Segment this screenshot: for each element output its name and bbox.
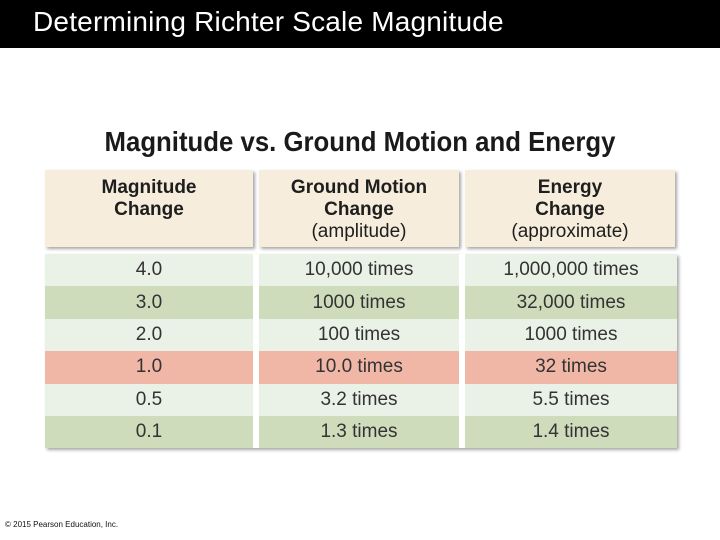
cell-magnitude: 3.0 (45, 286, 253, 319)
table-header-row: Magnitude Change Ground Motion Change (a… (45, 170, 677, 247)
cell-energy: 5.5 times (459, 383, 677, 416)
cell-ground-motion: 3.2 times (253, 383, 459, 416)
header-ground-motion-change: Ground Motion Change (amplitude) (259, 170, 459, 247)
header-line: Change (114, 199, 184, 220)
cell-energy: 1,000,000 times (459, 254, 677, 287)
cell-ground-motion: 1000 times (253, 286, 459, 319)
cell-magnitude: 0.1 (45, 415, 253, 449)
cell-magnitude: 4.0 (45, 254, 253, 287)
table-body: 4.0 10,000 times 1,000,000 times 3.0 100… (45, 254, 677, 449)
header-subline: (amplitude) (311, 221, 407, 242)
cell-ground-motion: 1.3 times (253, 415, 459, 449)
cell-energy: 32 times (459, 351, 677, 384)
slide-title: Determining Richter Scale Magnitude (33, 6, 504, 37)
table-row: 1.0 10.0 times 32 times (45, 351, 677, 384)
copyright-notice: © 2015 Pearson Education, Inc. (5, 520, 119, 529)
header-line: Change (324, 199, 394, 220)
table-row: 2.0 100 times 1000 times (45, 318, 677, 352)
header-line: Ground Motion (290, 177, 428, 198)
table-row: 0.5 3.2 times 5.5 times (45, 383, 677, 416)
cell-magnitude: 1.0 (45, 351, 253, 384)
cell-energy: 32,000 times (459, 286, 677, 319)
header-line: Change (535, 199, 605, 220)
header-subline: (approximate) (511, 221, 629, 242)
table-title: Magnitude vs. Ground Motion and Energy (104, 126, 616, 157)
cell-ground-motion: 10,000 times (253, 254, 459, 287)
slide-title-bar: Determining Richter Scale Magnitude (0, 0, 720, 48)
cell-energy: 1000 times (459, 318, 677, 352)
cell-ground-motion: 10.0 times (253, 351, 459, 384)
cell-energy: 1.4 times (459, 415, 677, 449)
table-row: 0.1 1.3 times 1.4 times (45, 415, 677, 449)
magnitude-table: Magnitude Change Ground Motion Change (a… (45, 170, 677, 449)
header-line: Energy (537, 177, 603, 198)
header-energy-change: Energy Change (approximate) (465, 170, 675, 247)
table-row: 4.0 10,000 times 1,000,000 times (45, 254, 677, 287)
table-row: 3.0 1000 times 32,000 times (45, 286, 677, 319)
cell-magnitude: 2.0 (45, 318, 253, 352)
cell-ground-motion: 100 times (253, 318, 459, 352)
header-line: Magnitude (101, 177, 197, 198)
header-magnitude-change: Magnitude Change (45, 170, 253, 247)
cell-magnitude: 0.5 (45, 383, 253, 416)
